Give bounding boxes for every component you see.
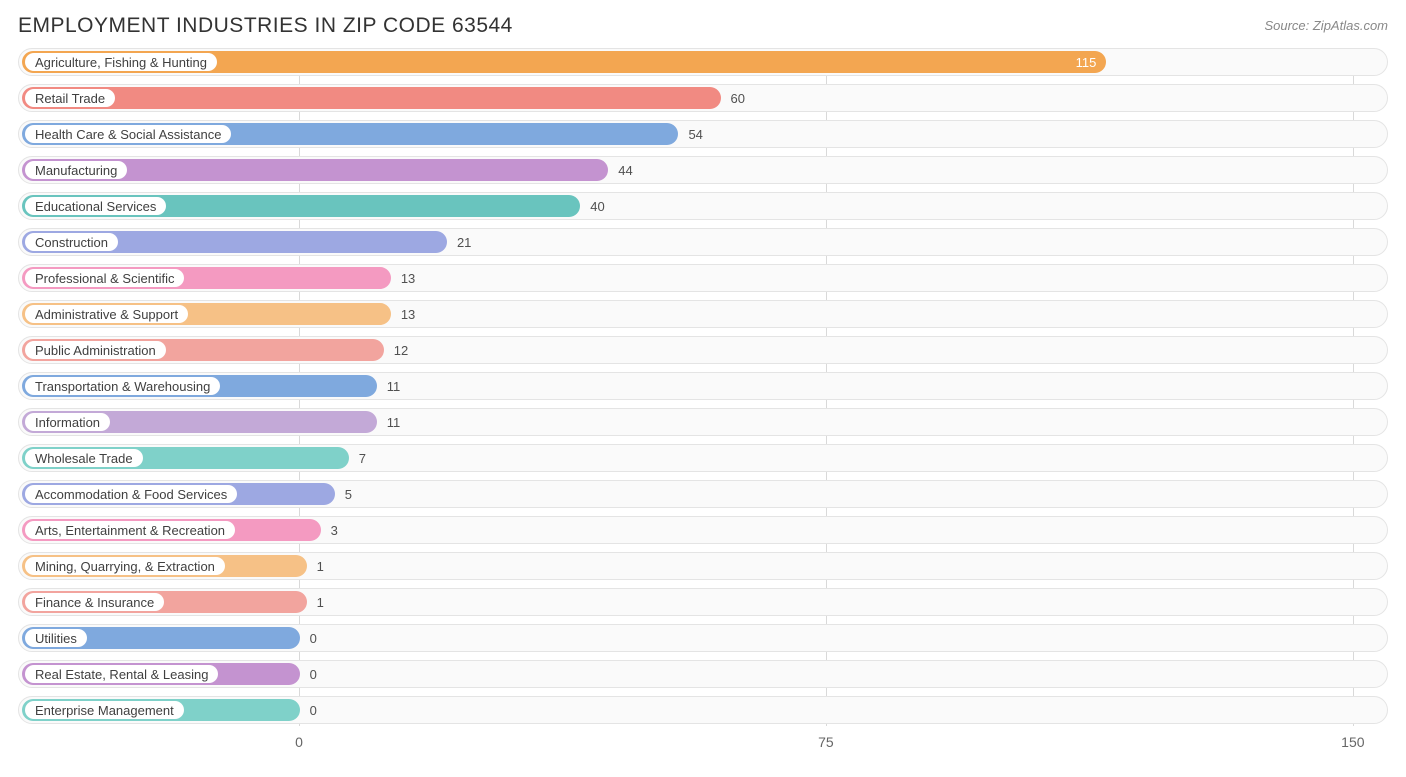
- bar-label: Mining, Quarrying, & Extraction: [25, 557, 225, 575]
- bar-label: Enterprise Management: [25, 701, 184, 719]
- bar-value: 12: [384, 337, 408, 363]
- chart-source: Source: ZipAtlas.com: [1264, 18, 1388, 33]
- bar-label: Health Care & Social Assistance: [25, 125, 231, 143]
- bar-label: Public Administration: [25, 341, 166, 359]
- chart-rows: Agriculture, Fishing & Hunting115Retail …: [18, 48, 1388, 724]
- bar-row: Wholesale Trade 7: [18, 444, 1388, 472]
- bar-row: Accommodation & Food Services 5: [18, 480, 1388, 508]
- bar-value: 5: [335, 481, 352, 507]
- bar-value: 40: [580, 193, 604, 219]
- bar-label: Professional & Scientific: [25, 269, 184, 287]
- bar-row: Agriculture, Fishing & Hunting 115: [18, 48, 1388, 76]
- bar-value: 54: [678, 121, 702, 147]
- x-axis: 0 75 150: [18, 732, 1388, 754]
- bar-value: 60: [721, 85, 745, 111]
- bar-row: Information 11: [18, 408, 1388, 436]
- bar-value: 0: [300, 697, 317, 723]
- bar-row: Utilities 0: [18, 624, 1388, 652]
- bar-row: Arts, Entertainment & Recreation 3: [18, 516, 1388, 544]
- bar-value: 11: [377, 373, 401, 399]
- bar-row: Manufacturing 44: [18, 156, 1388, 184]
- bar-row: Transportation & Warehousing 11: [18, 372, 1388, 400]
- bar-row: Mining, Quarrying, & Extraction 1: [18, 552, 1388, 580]
- bar-row: Professional & Scientific 13: [18, 264, 1388, 292]
- bar-value: 0: [300, 661, 317, 687]
- bar-value: 13: [391, 301, 415, 327]
- bar-label: Finance & Insurance: [25, 593, 164, 611]
- bar-value: 13: [391, 265, 415, 291]
- bar-value: 115: [1076, 49, 1097, 75]
- bar-value: 1: [307, 553, 324, 579]
- bar-value: 0: [300, 625, 317, 651]
- bar-value: 21: [447, 229, 471, 255]
- chart-area: Agriculture, Fishing & Hunting115Retail …: [18, 48, 1388, 754]
- bar-row: Public Administration 12: [18, 336, 1388, 364]
- bar-label: Manufacturing: [25, 161, 127, 179]
- bar-row: Real Estate, Rental & Leasing 0: [18, 660, 1388, 688]
- bar-value: 7: [349, 445, 366, 471]
- bar-label: Real Estate, Rental & Leasing: [25, 665, 218, 683]
- axis-tick-label: 75: [818, 734, 834, 750]
- bar-fill: [22, 87, 721, 109]
- bar-row: Educational Services 40: [18, 192, 1388, 220]
- bar-value: 44: [608, 157, 632, 183]
- bar-value: 3: [321, 517, 338, 543]
- bar-value: 11: [377, 409, 401, 435]
- bar-label: Information: [25, 413, 110, 431]
- axis-tick-label: 150: [1341, 734, 1364, 750]
- bar-row: Enterprise Management 0: [18, 696, 1388, 724]
- bar-label: Wholesale Trade: [25, 449, 143, 467]
- bar-row: Finance & Insurance 1: [18, 588, 1388, 616]
- bar-row: Retail Trade 60: [18, 84, 1388, 112]
- chart-title: EMPLOYMENT INDUSTRIES IN ZIP CODE 63544: [18, 14, 513, 38]
- bar-label: Construction: [25, 233, 118, 251]
- bar-row: Administrative & Support 13: [18, 300, 1388, 328]
- bar-value: 1: [307, 589, 324, 615]
- bar-label: Arts, Entertainment & Recreation: [25, 521, 235, 539]
- bar-row: Health Care & Social Assistance 54: [18, 120, 1388, 148]
- bar-label: Agriculture, Fishing & Hunting: [25, 53, 217, 71]
- bar-label: Administrative & Support: [25, 305, 188, 323]
- bar-label: Educational Services: [25, 197, 166, 215]
- bar-label: Retail Trade: [25, 89, 115, 107]
- bar-label: Accommodation & Food Services: [25, 485, 237, 503]
- bar-row: Construction 21: [18, 228, 1388, 256]
- chart-header: EMPLOYMENT INDUSTRIES IN ZIP CODE 63544 …: [18, 14, 1388, 38]
- bar-label: Utilities: [25, 629, 87, 647]
- axis-tick-label: 0: [295, 734, 303, 750]
- bar-label: Transportation & Warehousing: [25, 377, 220, 395]
